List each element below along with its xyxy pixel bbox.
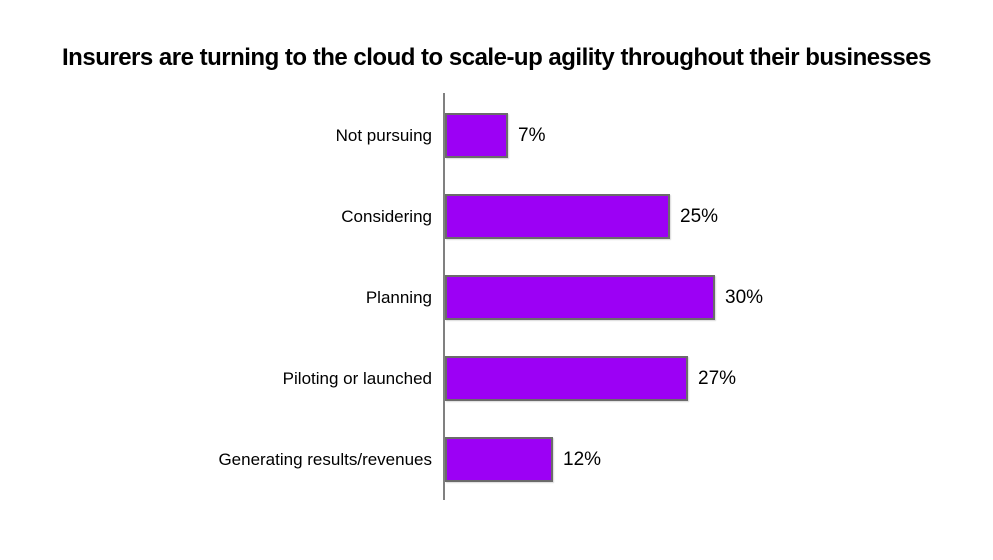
category-label: Planning	[365, 287, 432, 307]
value-label: 7%	[518, 124, 546, 146]
bar	[445, 356, 688, 401]
bar-row: Planning 30%	[0, 257, 993, 338]
y-axis-line	[443, 93, 445, 500]
category-label: Considering	[341, 206, 432, 226]
category-label: Generating results/revenues	[218, 449, 432, 469]
bar	[445, 275, 715, 320]
bar-rows: Not pursuing 7% Considering 25% Planning 30% P…	[0, 95, 993, 500]
bar-row: Generating results/revenues 12%	[0, 419, 993, 500]
category-label: Piloting or launched	[282, 368, 432, 388]
bar	[445, 437, 553, 482]
bar-row: Not pursuing 7%	[0, 95, 993, 176]
bar	[445, 194, 670, 239]
chart-title: Insurers are turning to the cloud to sca…	[62, 44, 931, 71]
bar	[445, 113, 508, 158]
value-label: 12%	[563, 448, 602, 470]
value-label: 27%	[698, 367, 737, 389]
value-label: 30%	[725, 286, 764, 308]
category-label: Not pursuing	[335, 125, 432, 145]
value-label: 25%	[680, 205, 719, 227]
bar-row: Piloting or launched 27%	[0, 338, 993, 419]
bar-row: Considering 25%	[0, 176, 993, 257]
